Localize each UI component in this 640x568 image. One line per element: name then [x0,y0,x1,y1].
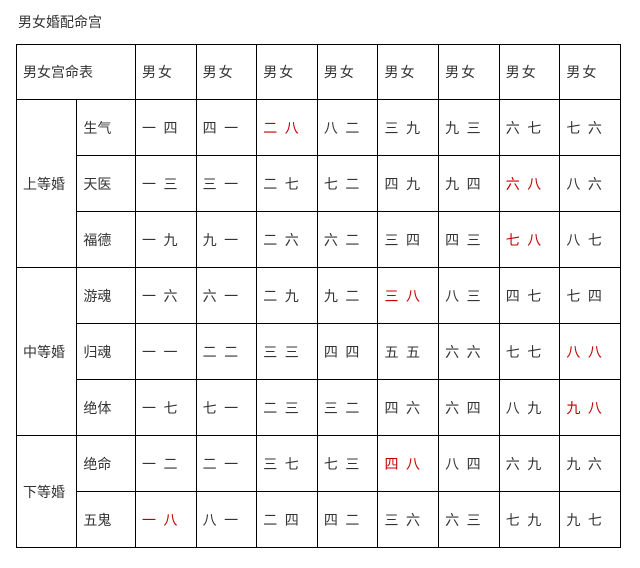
data-cell: 二 六 [257,212,318,268]
column-header: 男女 [196,45,257,100]
data-cell: 二 八 [257,100,318,156]
column-header: 男女 [560,45,621,100]
data-cell: 三 二 [317,380,378,436]
subcategory-cell: 归魂 [77,324,136,380]
subcategory-cell: 绝体 [77,380,136,436]
data-cell: 四 三 [439,212,500,268]
data-cell: 七 六 [560,100,621,156]
data-cell: 六 八 [499,156,560,212]
data-cell: 九 四 [439,156,500,212]
data-cell: 一 四 [135,100,196,156]
data-cell: 六 二 [317,212,378,268]
data-cell: 六 九 [499,436,560,492]
data-cell: 九 八 [560,380,621,436]
data-cell: 三 八 [378,268,439,324]
column-header: 男女 [439,45,500,100]
data-cell: 二 三 [257,380,318,436]
data-cell: 八 七 [560,212,621,268]
data-cell: 六 一 [196,268,257,324]
column-header: 男女 [257,45,318,100]
data-cell: 八 三 [439,268,500,324]
data-cell: 四 一 [196,100,257,156]
data-cell: 一 二 [135,436,196,492]
data-cell: 二 四 [257,492,318,548]
data-cell: 六 六 [439,324,500,380]
data-cell: 五 五 [378,324,439,380]
data-cell: 一 一 [135,324,196,380]
data-cell: 六 七 [499,100,560,156]
data-cell: 三 三 [257,324,318,380]
data-cell: 九 三 [439,100,500,156]
subcategory-cell: 绝命 [77,436,136,492]
data-cell: 二 二 [196,324,257,380]
category-cell: 下等婚 [17,436,77,548]
data-cell: 九 一 [196,212,257,268]
column-header: 男女 [317,45,378,100]
data-cell: 八 一 [196,492,257,548]
data-cell: 八 二 [317,100,378,156]
data-cell: 七 四 [560,268,621,324]
data-cell: 二 一 [196,436,257,492]
data-cell: 二 七 [257,156,318,212]
subcategory-cell: 福德 [77,212,136,268]
data-cell: 四 二 [317,492,378,548]
data-cell: 二 九 [257,268,318,324]
subcategory-cell: 五鬼 [77,492,136,548]
data-cell: 四 六 [378,380,439,436]
data-cell: 一 七 [135,380,196,436]
data-cell: 六 四 [439,380,500,436]
subcategory-cell: 游魂 [77,268,136,324]
data-cell: 三 四 [378,212,439,268]
data-cell: 八 八 [560,324,621,380]
data-cell: 七 三 [317,436,378,492]
data-cell: 八 四 [439,436,500,492]
data-cell: 三 九 [378,100,439,156]
data-cell: 三 六 [378,492,439,548]
data-cell: 一 六 [135,268,196,324]
data-cell: 七 八 [499,212,560,268]
data-cell: 三 七 [257,436,318,492]
marriage-palace-table: 男女宫命表男女男女男女男女男女男女男女男女上等婚生气一 四四 一二 八八 二三 … [16,44,621,548]
data-cell: 七 七 [499,324,560,380]
data-cell: 四 九 [378,156,439,212]
data-cell: 七 九 [499,492,560,548]
data-cell: 九 二 [317,268,378,324]
column-header: 男女 [499,45,560,100]
category-cell: 上等婚 [17,100,77,268]
table-header-label: 男女宫命表 [17,45,136,100]
subcategory-cell: 生气 [77,100,136,156]
page-title: 男女婚配命宫 [18,12,624,32]
data-cell: 一 三 [135,156,196,212]
data-cell: 八 九 [499,380,560,436]
subcategory-cell: 天医 [77,156,136,212]
data-cell: 九 六 [560,436,621,492]
category-cell: 中等婚 [17,268,77,436]
data-cell: 六 三 [439,492,500,548]
data-cell: 八 六 [560,156,621,212]
data-cell: 七 一 [196,380,257,436]
data-cell: 四 八 [378,436,439,492]
data-cell: 四 四 [317,324,378,380]
data-cell: 九 七 [560,492,621,548]
data-cell: 一 八 [135,492,196,548]
column-header: 男女 [135,45,196,100]
data-cell: 三 一 [196,156,257,212]
column-header: 男女 [378,45,439,100]
data-cell: 七 二 [317,156,378,212]
data-cell: 一 九 [135,212,196,268]
data-cell: 四 七 [499,268,560,324]
